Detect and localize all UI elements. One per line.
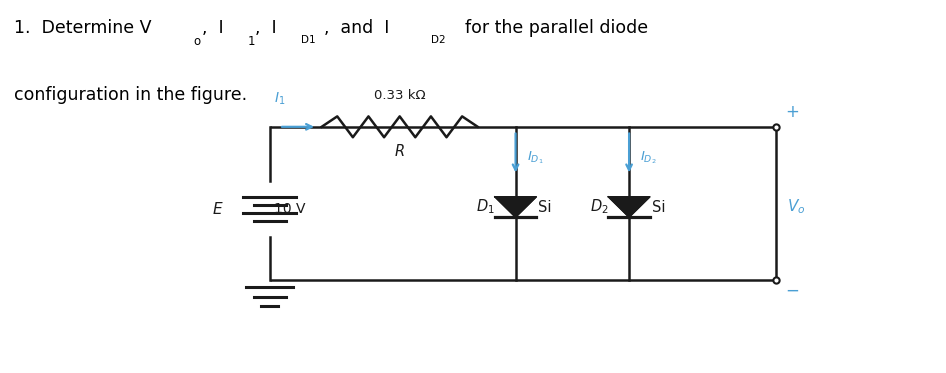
Text: 10 V: 10 V xyxy=(274,202,306,216)
Text: 1: 1 xyxy=(248,35,255,48)
Text: 0.33 kΩ: 0.33 kΩ xyxy=(374,89,426,101)
Text: ,  I: , I xyxy=(255,19,277,37)
Text: $R$: $R$ xyxy=(394,143,405,159)
Text: o: o xyxy=(193,35,201,48)
Text: −: − xyxy=(785,282,799,300)
Polygon shape xyxy=(608,197,650,217)
Text: D1: D1 xyxy=(301,35,315,46)
Text: 1.  Determine V: 1. Determine V xyxy=(14,19,151,37)
Text: D2: D2 xyxy=(431,35,446,46)
Text: $V_o$: $V_o$ xyxy=(787,198,806,216)
Text: $D_1$: $D_1$ xyxy=(476,198,495,216)
Text: for the parallel diode: for the parallel diode xyxy=(454,19,648,37)
Text: Si: Si xyxy=(538,200,552,214)
Polygon shape xyxy=(495,197,536,217)
Text: $D_2$: $D_2$ xyxy=(589,198,608,216)
Text: Si: Si xyxy=(652,200,665,214)
Text: $I_{D_2}$: $I_{D_2}$ xyxy=(640,149,657,166)
Text: +: + xyxy=(785,103,799,121)
Text: $I_{D_1}$: $I_{D_1}$ xyxy=(527,149,544,166)
Text: $I_1$: $I_1$ xyxy=(274,91,286,107)
Text: ,  and  I: , and I xyxy=(324,19,389,37)
Text: $E$: $E$ xyxy=(212,201,223,217)
Text: configuration in the figure.: configuration in the figure. xyxy=(14,86,247,104)
Text: ,  I: , I xyxy=(202,19,224,37)
